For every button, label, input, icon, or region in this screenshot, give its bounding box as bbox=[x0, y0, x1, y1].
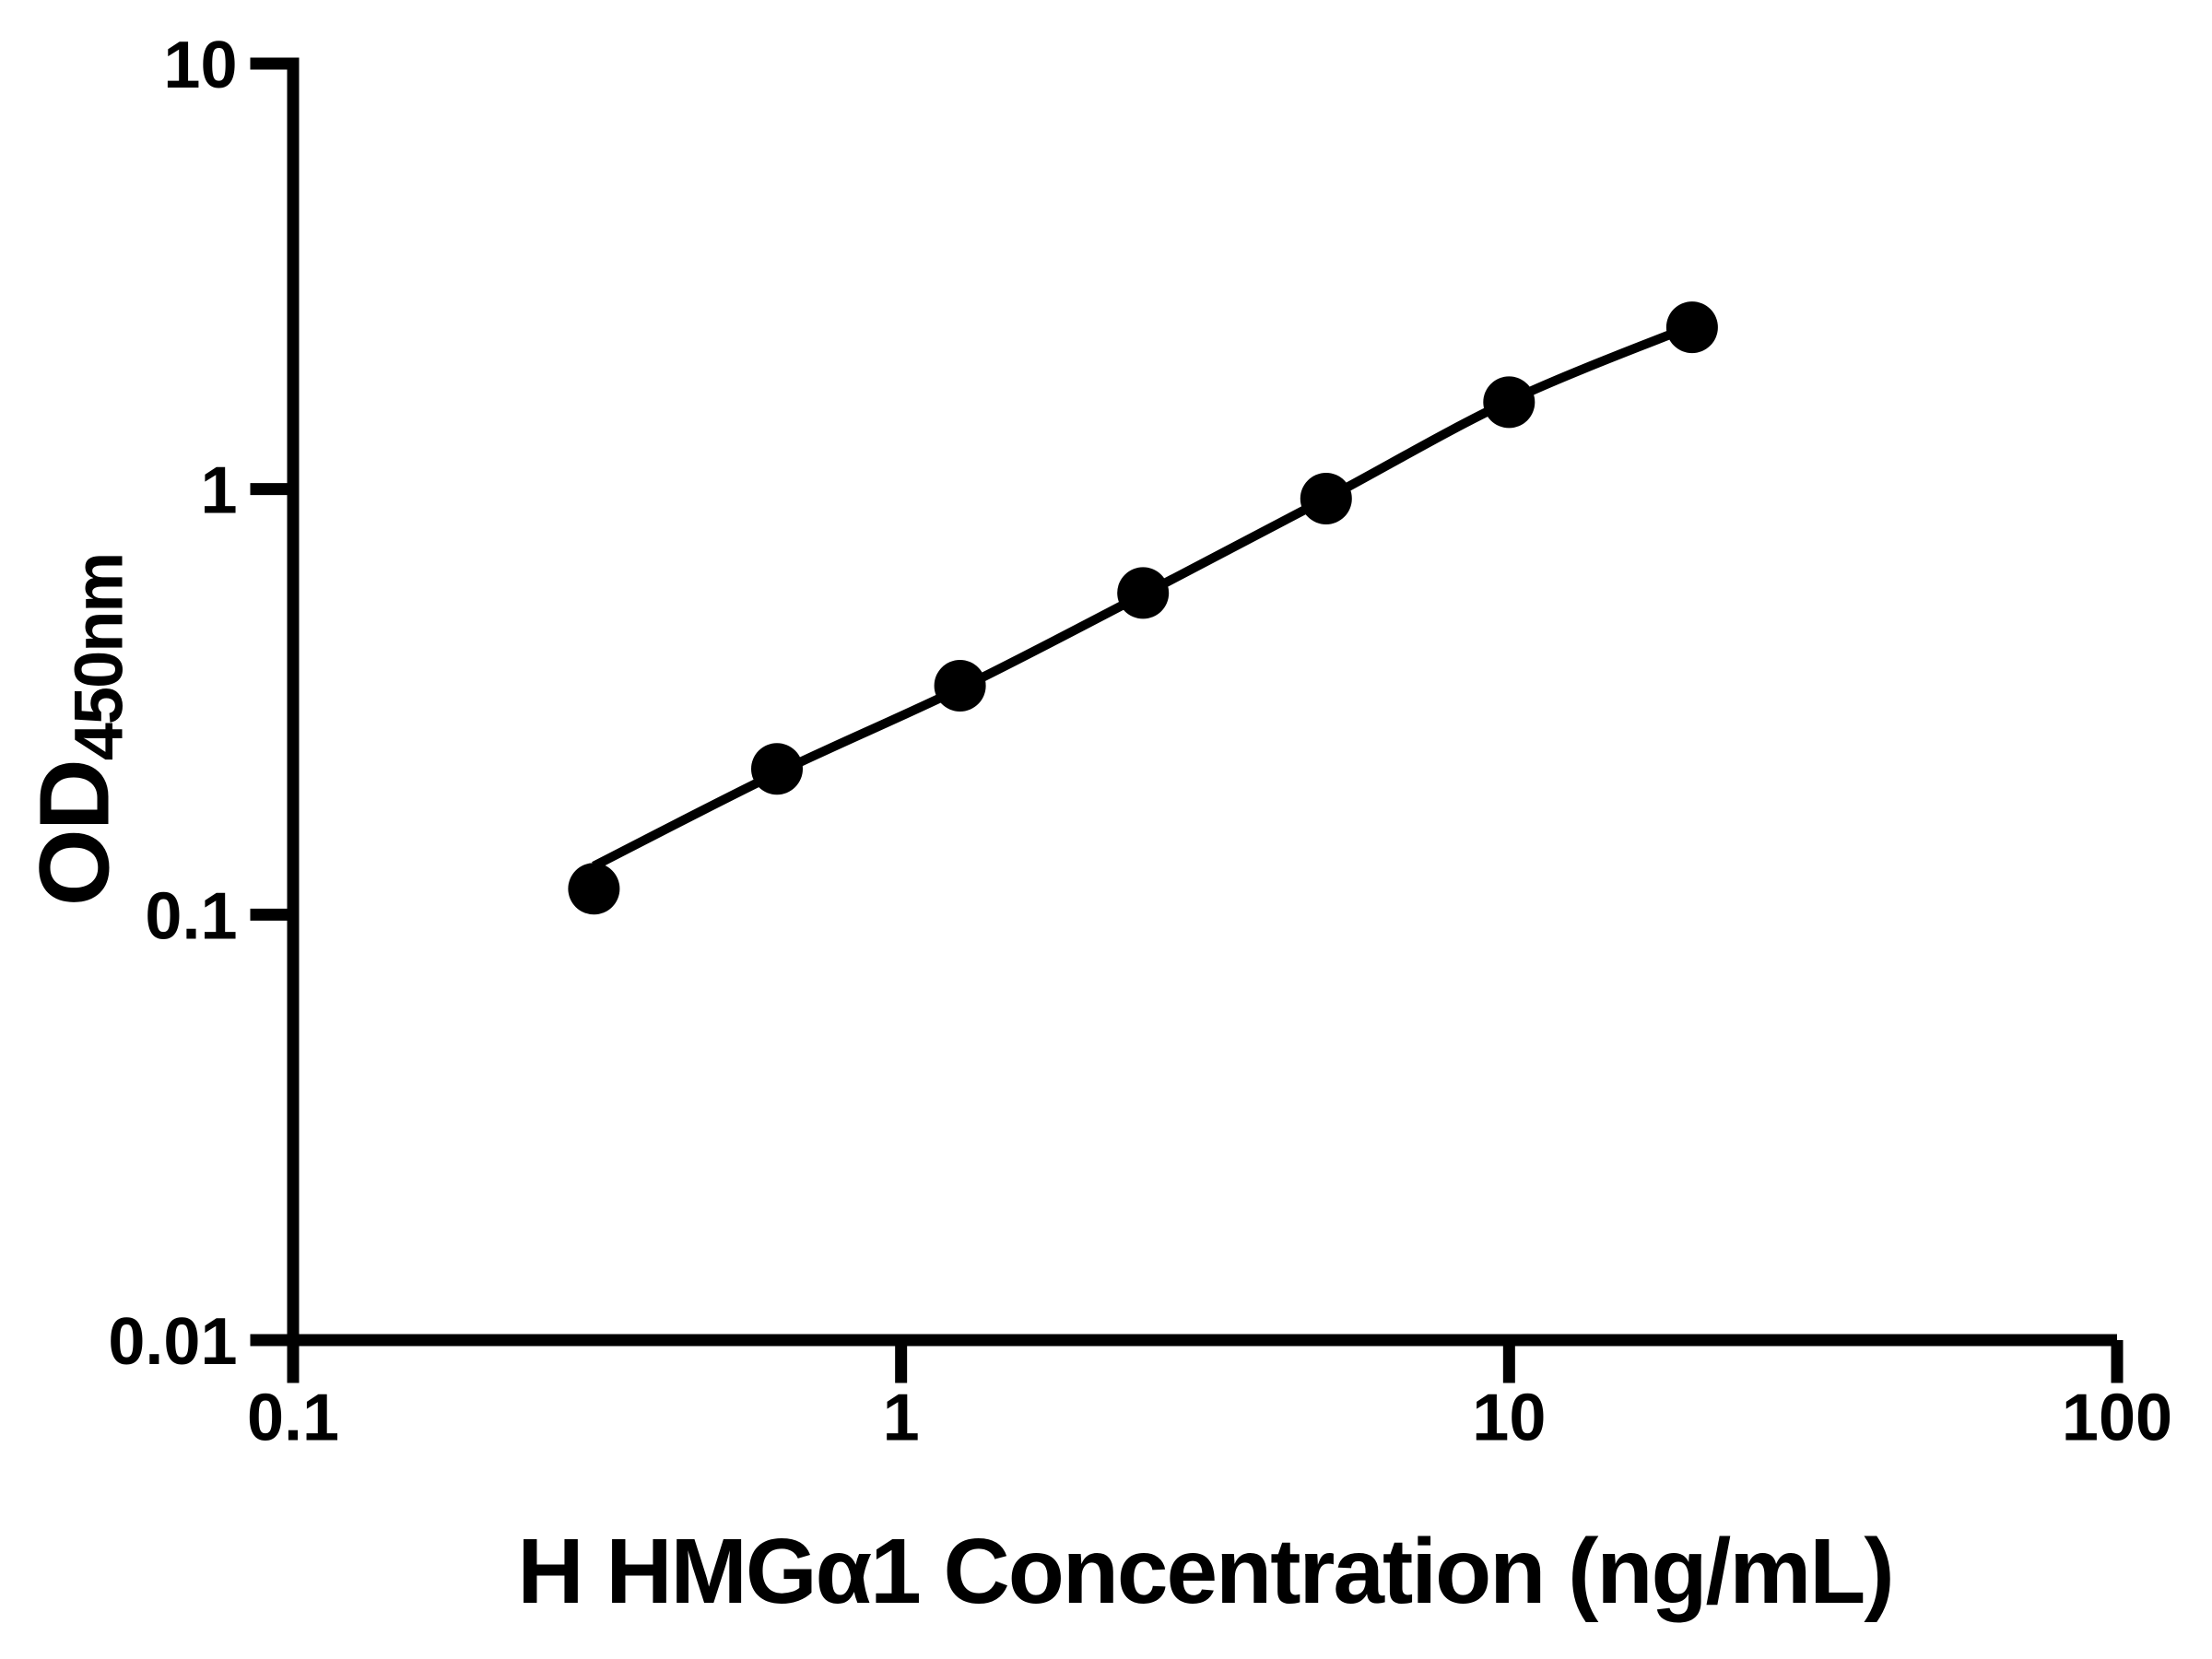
y-axis-title: OD450nm bbox=[17, 554, 137, 907]
axis-lines bbox=[287, 64, 2117, 1347]
data-point bbox=[934, 660, 986, 712]
x-tick-label: 10 bbox=[1472, 1382, 1546, 1455]
y-axis-title-subscript: 450nm bbox=[60, 553, 137, 761]
y-tick-label: 10 bbox=[163, 29, 237, 102]
data-point bbox=[1117, 567, 1170, 619]
y-tick-label: 0.1 bbox=[145, 879, 237, 953]
x-tick-label: 100 bbox=[2062, 1382, 2172, 1455]
x-tick-label: 1 bbox=[883, 1382, 920, 1455]
data-point bbox=[1300, 473, 1352, 524]
x-axis-title: H HMGα1 Concentration (ng/mL) bbox=[517, 1520, 1894, 1623]
y-tick-label: 0.01 bbox=[108, 1305, 237, 1379]
y-axis-title-main: OD bbox=[18, 760, 130, 907]
data-point bbox=[568, 863, 620, 915]
x-tick-label: 0.1 bbox=[247, 1382, 339, 1455]
data-point bbox=[1665, 301, 1718, 354]
data-point bbox=[1483, 376, 1535, 429]
data-point bbox=[751, 743, 803, 795]
y-tick-label: 1 bbox=[200, 454, 237, 528]
